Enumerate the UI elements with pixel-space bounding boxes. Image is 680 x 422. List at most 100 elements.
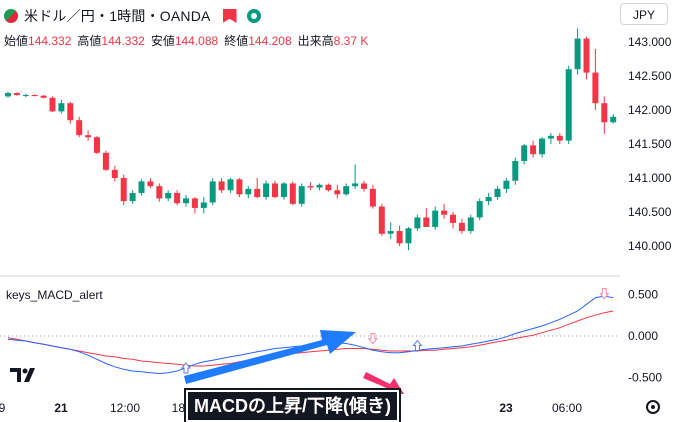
time-tick-label: 9 bbox=[0, 401, 6, 415]
macd-tick-label: -0.500 bbox=[628, 371, 662, 385]
candle-body bbox=[334, 190, 341, 195]
ohlc-label: 高値 bbox=[77, 34, 102, 48]
macd-tick-label: 0.500 bbox=[628, 287, 658, 301]
candle-body bbox=[218, 181, 225, 191]
candle-body bbox=[76, 120, 83, 136]
tradingview-logo[interactable] bbox=[10, 366, 40, 384]
annotation-label: MACDの上昇/下降(傾き) bbox=[186, 390, 399, 422]
candle-body bbox=[539, 138, 545, 155]
candle-body bbox=[40, 95, 47, 98]
ohlc-legend: 始値144.332 高値144.332 安値144.088 終値144.208 出来高8… bbox=[4, 32, 374, 49]
candle-body bbox=[31, 95, 38, 97]
candle-body bbox=[450, 214, 456, 223]
candle-body bbox=[325, 184, 332, 191]
candle-body bbox=[467, 217, 474, 232]
time-tick-label: 21 bbox=[54, 401, 68, 415]
price-pane bbox=[5, 28, 617, 251]
symbol-title[interactable]: 米ドル／円・1時間・OANDA bbox=[4, 6, 261, 26]
time-tick-label: 12:00 bbox=[110, 401, 140, 415]
candle-body bbox=[85, 135, 92, 138]
pink-arrow bbox=[363, 372, 404, 394]
candle-body bbox=[547, 135, 554, 139]
time-tick-label: 23 bbox=[499, 401, 513, 415]
candle-body bbox=[209, 181, 216, 203]
candle-body bbox=[485, 197, 492, 202]
ohlc-value: 144.088 bbox=[174, 34, 219, 48]
candle-body bbox=[583, 38, 590, 73]
price-tick-label: 140.000 bbox=[628, 239, 672, 253]
candle-body bbox=[387, 231, 394, 234]
candle-body bbox=[289, 183, 296, 204]
alert-up-marker bbox=[412, 339, 423, 351]
candle-body bbox=[280, 183, 287, 198]
candle-body bbox=[378, 206, 385, 234]
indicator-label[interactable]: keys_MACD_alert bbox=[6, 288, 103, 302]
time-tick-label: 06:00 bbox=[552, 401, 582, 415]
ohlc-value: 144.332 bbox=[101, 34, 145, 48]
candle-body bbox=[414, 217, 421, 229]
market-status-icon bbox=[246, 9, 261, 23]
price-tick-label: 142.000 bbox=[628, 103, 672, 117]
price-tick-label: 143.000 bbox=[628, 35, 672, 49]
candle-body bbox=[396, 231, 403, 244]
macd-tick-label: 0.000 bbox=[628, 329, 658, 343]
alert-down-marker bbox=[367, 333, 378, 345]
ohlc-label: 安値 bbox=[150, 34, 175, 48]
blue-arrow bbox=[184, 330, 356, 384]
candle-body bbox=[316, 184, 323, 188]
candle-body bbox=[165, 192, 172, 199]
candle-body bbox=[102, 152, 109, 170]
candle-body bbox=[343, 186, 350, 195]
candle-body bbox=[458, 222, 465, 232]
candle-body bbox=[298, 186, 305, 204]
flag-icon[interactable] bbox=[222, 9, 237, 23]
candle-body bbox=[601, 103, 608, 123]
ohlc-value: 144.208 bbox=[248, 34, 292, 48]
price-tick-label: 142.500 bbox=[628, 69, 672, 83]
candle-body bbox=[13, 93, 20, 96]
price-tick-label: 141.000 bbox=[628, 171, 672, 185]
candle-body bbox=[67, 103, 74, 121]
alert-up-marker bbox=[180, 362, 192, 374]
candle-body bbox=[272, 183, 278, 198]
candle-body bbox=[556, 135, 563, 141]
time-axis: 9 21 12:00 18: 23 06:00 bbox=[0, 401, 582, 415]
ohlc-label: 始値 bbox=[4, 34, 29, 48]
annotation-arrows bbox=[184, 330, 404, 394]
candle-body bbox=[263, 183, 270, 198]
candle-body bbox=[94, 137, 100, 153]
candle-body bbox=[58, 103, 65, 112]
candle-body bbox=[156, 186, 163, 199]
candle-body bbox=[592, 72, 599, 104]
candle-body bbox=[174, 192, 181, 204]
candle-body bbox=[432, 210, 439, 227]
price-tick-label: 140.500 bbox=[628, 205, 672, 219]
candle-body bbox=[120, 178, 127, 202]
candle-body bbox=[361, 183, 367, 189]
candle-body bbox=[129, 192, 136, 202]
currency-button[interactable]: JPY bbox=[620, 3, 668, 25]
price-axis: 143.000 142.500 142.000 141.500 141.000 140.5… bbox=[628, 35, 672, 253]
candle-body bbox=[521, 145, 528, 161]
time-tick-label: 18: bbox=[172, 401, 189, 415]
price-tick-label: 141.500 bbox=[628, 137, 672, 151]
candle-body bbox=[423, 217, 430, 227]
ohlc-label: 出来高 bbox=[297, 34, 334, 48]
candle-body bbox=[227, 179, 234, 191]
candle-body bbox=[236, 179, 243, 195]
settings-icon[interactable] bbox=[646, 400, 660, 414]
candle-body bbox=[503, 180, 510, 189]
candle-body bbox=[49, 97, 56, 112]
ohlc-label: 終値 bbox=[224, 34, 249, 48]
candle-body bbox=[191, 198, 198, 208]
candle-body bbox=[405, 228, 412, 244]
candle-body bbox=[512, 161, 519, 181]
candle-body bbox=[369, 188, 376, 207]
candle-body bbox=[111, 169, 118, 178]
candle-body bbox=[574, 38, 581, 70]
candle-body bbox=[5, 93, 11, 97]
candle-body bbox=[610, 116, 617, 123]
macd-line bbox=[7, 295, 614, 375]
candle-body bbox=[245, 188, 252, 195]
